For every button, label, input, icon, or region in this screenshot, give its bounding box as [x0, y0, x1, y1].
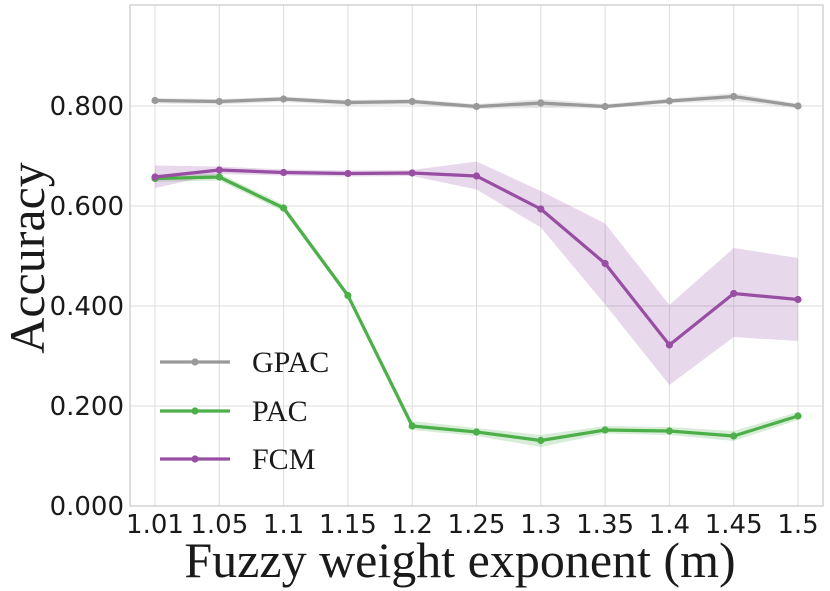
- gpac-data-point: [408, 97, 416, 106]
- x-tick-label: 1.1: [263, 510, 304, 540]
- fcm-legend-label: FCM: [252, 443, 315, 476]
- pac-data-point: [344, 291, 352, 300]
- fcm-data-point: [794, 295, 802, 304]
- pac-data-point: [408, 422, 416, 430]
- pac-data-point: [730, 432, 738, 440]
- pac-data-point: [472, 428, 481, 436]
- x-tick-label: 1.4: [649, 510, 690, 540]
- gpac-data-point: [537, 99, 545, 107]
- tick-labels: 1.01 1.05 1.1 1.15 1.2 1.25 1.3 1.35 1.4 1.45 1.5 0…: [50, 92, 819, 540]
- x-tick-label: 1.2: [392, 510, 433, 540]
- pac-data-point: [537, 436, 545, 445]
- x-tick-label: 1.45: [705, 510, 763, 540]
- fcm-data-point: [408, 169, 416, 177]
- plot-frame: [129, 4, 824, 507]
- gpac-data-point: [730, 92, 738, 101]
- fcm-data-point: [601, 259, 609, 268]
- fcm-data-point: [665, 341, 674, 349]
- x-tick-label: 1.05: [190, 510, 248, 540]
- pac-legend-marker: [191, 407, 199, 415]
- gpac-legend-marker: [191, 358, 199, 366]
- pac-data-point: [794, 412, 802, 420]
- gpac-data-point: [794, 102, 802, 110]
- pac-data-point: [215, 173, 223, 181]
- fcm-data-point: [344, 169, 352, 178]
- x-tick-label: 1.3: [520, 510, 561, 540]
- gpac-data-point: [280, 95, 288, 103]
- y-axis-label: Accuracy: [0, 162, 55, 354]
- fcm-legend-marker: [191, 455, 199, 463]
- fcm-data-point: [151, 173, 159, 181]
- fcm-data-point: [280, 168, 288, 177]
- gpac-data-point: [601, 102, 609, 111]
- y-tick-label: 0.400: [50, 292, 124, 322]
- fcm-data-point: [215, 166, 223, 174]
- fcm-data-point: [730, 289, 738, 298]
- x-tick-label: 1.15: [319, 510, 377, 540]
- gpac-data-point: [665, 97, 674, 105]
- gpac-data-point: [344, 98, 352, 107]
- legend: GPAC PAC FCM: [160, 346, 329, 476]
- y-tick-label: 0.600: [50, 192, 124, 222]
- pac-data-point: [601, 426, 609, 434]
- x-tick-label: 1.5: [777, 510, 818, 540]
- fcm-data-point: [472, 172, 481, 180]
- gpac-data-point: [151, 96, 159, 105]
- pac-data-point: [665, 427, 674, 435]
- fcm-data-point: [537, 205, 545, 213]
- x-axis-label: Fuzzy weight exponent (m): [184, 532, 735, 588]
- x-tick-label: 1.35: [576, 510, 634, 540]
- y-tick-label: 0.800: [50, 92, 124, 122]
- pac-data-point: [280, 204, 288, 212]
- y-tick-label: 0.000: [50, 492, 124, 522]
- gpac-legend-label: GPAC: [252, 346, 329, 379]
- y-tick-label: 0.200: [50, 392, 124, 422]
- pac-legend-label: PAC: [252, 395, 308, 428]
- gpac-data-point: [215, 97, 223, 106]
- x-tick-label: 1.25: [448, 510, 506, 540]
- x-tick-label: 1.01: [126, 510, 184, 540]
- series-points: [151, 92, 802, 445]
- fcm-confidence-band: [155, 161, 798, 385]
- gpac-data-point: [472, 102, 481, 111]
